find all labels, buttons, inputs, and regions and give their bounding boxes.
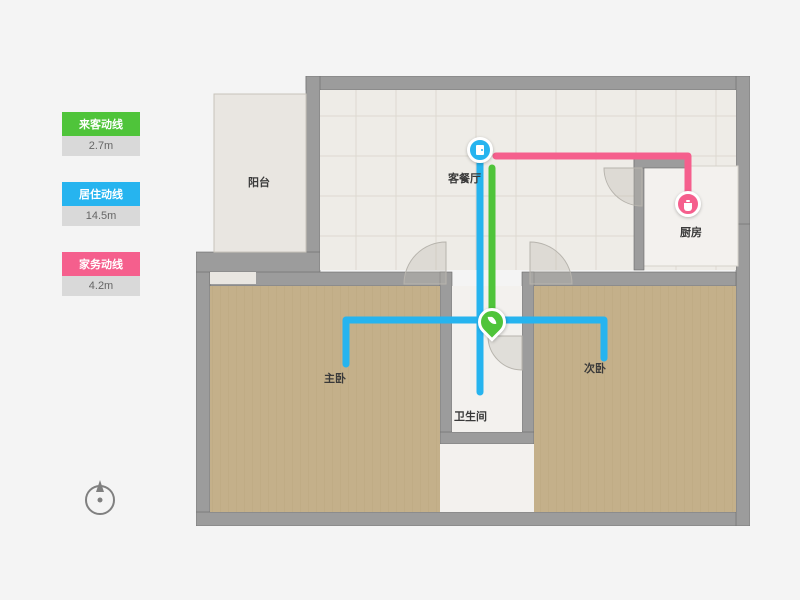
path-node-pot-icon [675, 191, 701, 217]
legend: 来客动线 2.7m 居住动线 14.5m 家务动线 4.2m [62, 112, 140, 322]
compass-icon [78, 474, 122, 518]
path-node-door-icon [467, 137, 493, 163]
legend-label: 家务动线 [62, 252, 140, 276]
balcony-box [214, 94, 306, 252]
bath-wall-l [440, 272, 452, 442]
legend-label: 来客动线 [62, 112, 140, 136]
outer-wall-left [306, 76, 320, 266]
legend-item-living: 居住动线 14.5m [62, 182, 140, 226]
balcony-strip [210, 272, 256, 284]
outer-wall-left2 [196, 272, 210, 526]
legend-item-guest: 来客动线 2.7m [62, 112, 140, 156]
legend-item-chore: 家务动线 4.2m [62, 252, 140, 296]
legend-value: 14.5m [62, 206, 140, 226]
floorplan: 阳台客餐厅厨房主卧次卧卫生间 [196, 76, 750, 526]
outer-wall-right2 [736, 224, 750, 526]
bath-wall-r [522, 272, 534, 442]
legend-value: 2.7m [62, 136, 140, 156]
outer-wall-bottom [196, 512, 750, 526]
below-bath-marble [440, 444, 534, 512]
bath-wall-b [440, 432, 534, 444]
outer-wall-top [306, 76, 750, 90]
legend-value: 4.2m [62, 276, 140, 296]
legend-label: 居住动线 [62, 182, 140, 206]
